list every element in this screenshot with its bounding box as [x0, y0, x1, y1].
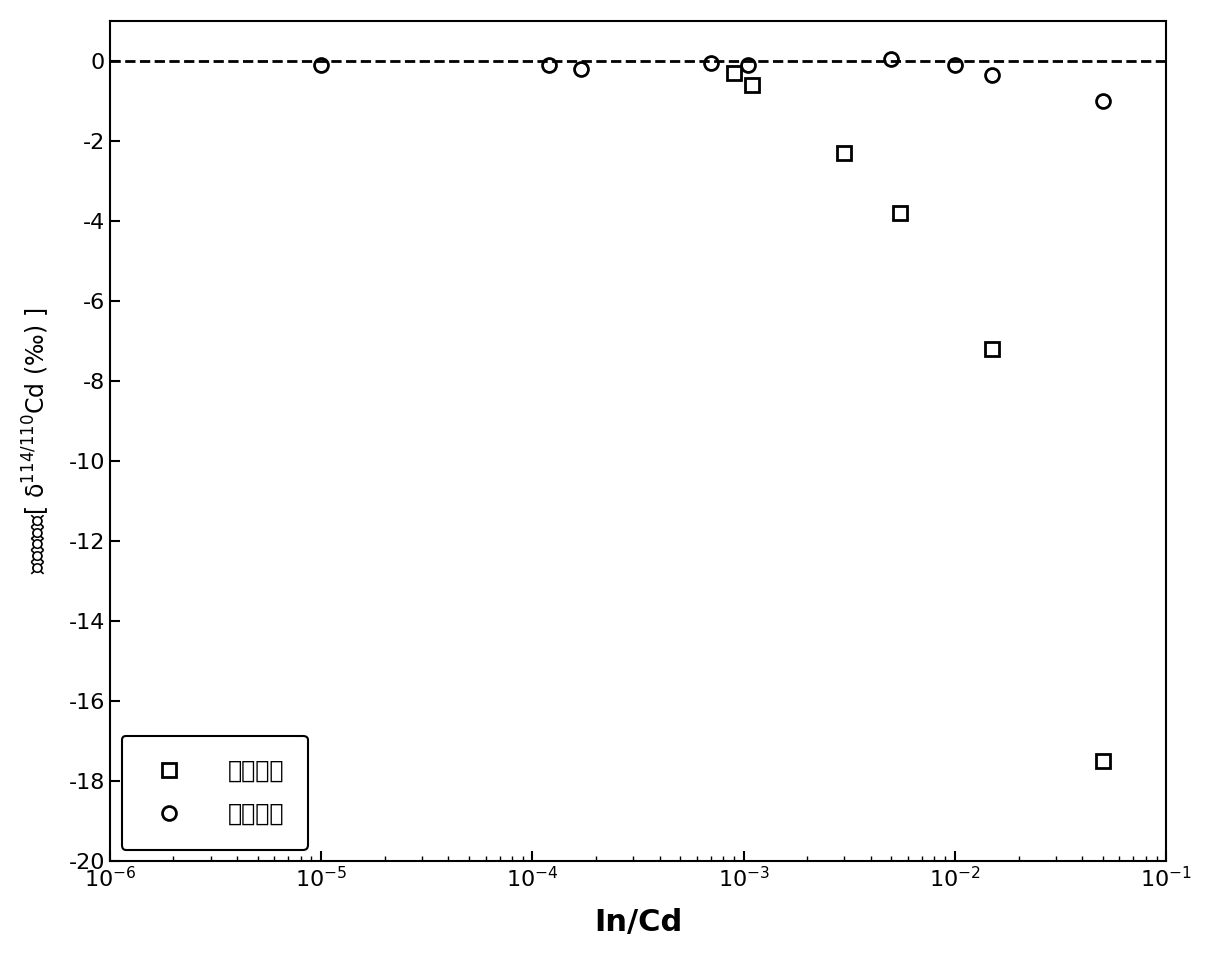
Y-axis label: 颉同位素：[ δ$^{114/110}$Cd (‰) ]: 颉同位素：[ δ$^{114/110}$Cd (‰) ] [21, 308, 52, 574]
颉校正后 [574, 63, 588, 75]
颉校正前 [893, 207, 907, 218]
颉校正后 [314, 59, 329, 71]
颉校正后 [947, 59, 962, 71]
颉校正后 [985, 69, 1000, 80]
颉校正后 [542, 59, 557, 71]
颉校正后 [1095, 95, 1110, 106]
颉校正前 [985, 343, 1000, 354]
颉校正前 [1095, 756, 1110, 767]
颉校正后 [884, 53, 899, 64]
颉校正前 [727, 67, 741, 79]
颉校正后 [741, 59, 756, 71]
X-axis label: In/Cd: In/Cd [594, 908, 682, 937]
颉校正后 [704, 57, 718, 69]
Legend: 颉校正前, 颉校正后: 颉校正前, 颉校正后 [121, 736, 308, 850]
颉校正前 [837, 148, 852, 159]
Line: 颉校正前: 颉校正前 [727, 66, 1110, 768]
颉校正前 [745, 80, 759, 91]
Line: 颉校正后: 颉校正后 [314, 52, 1110, 108]
